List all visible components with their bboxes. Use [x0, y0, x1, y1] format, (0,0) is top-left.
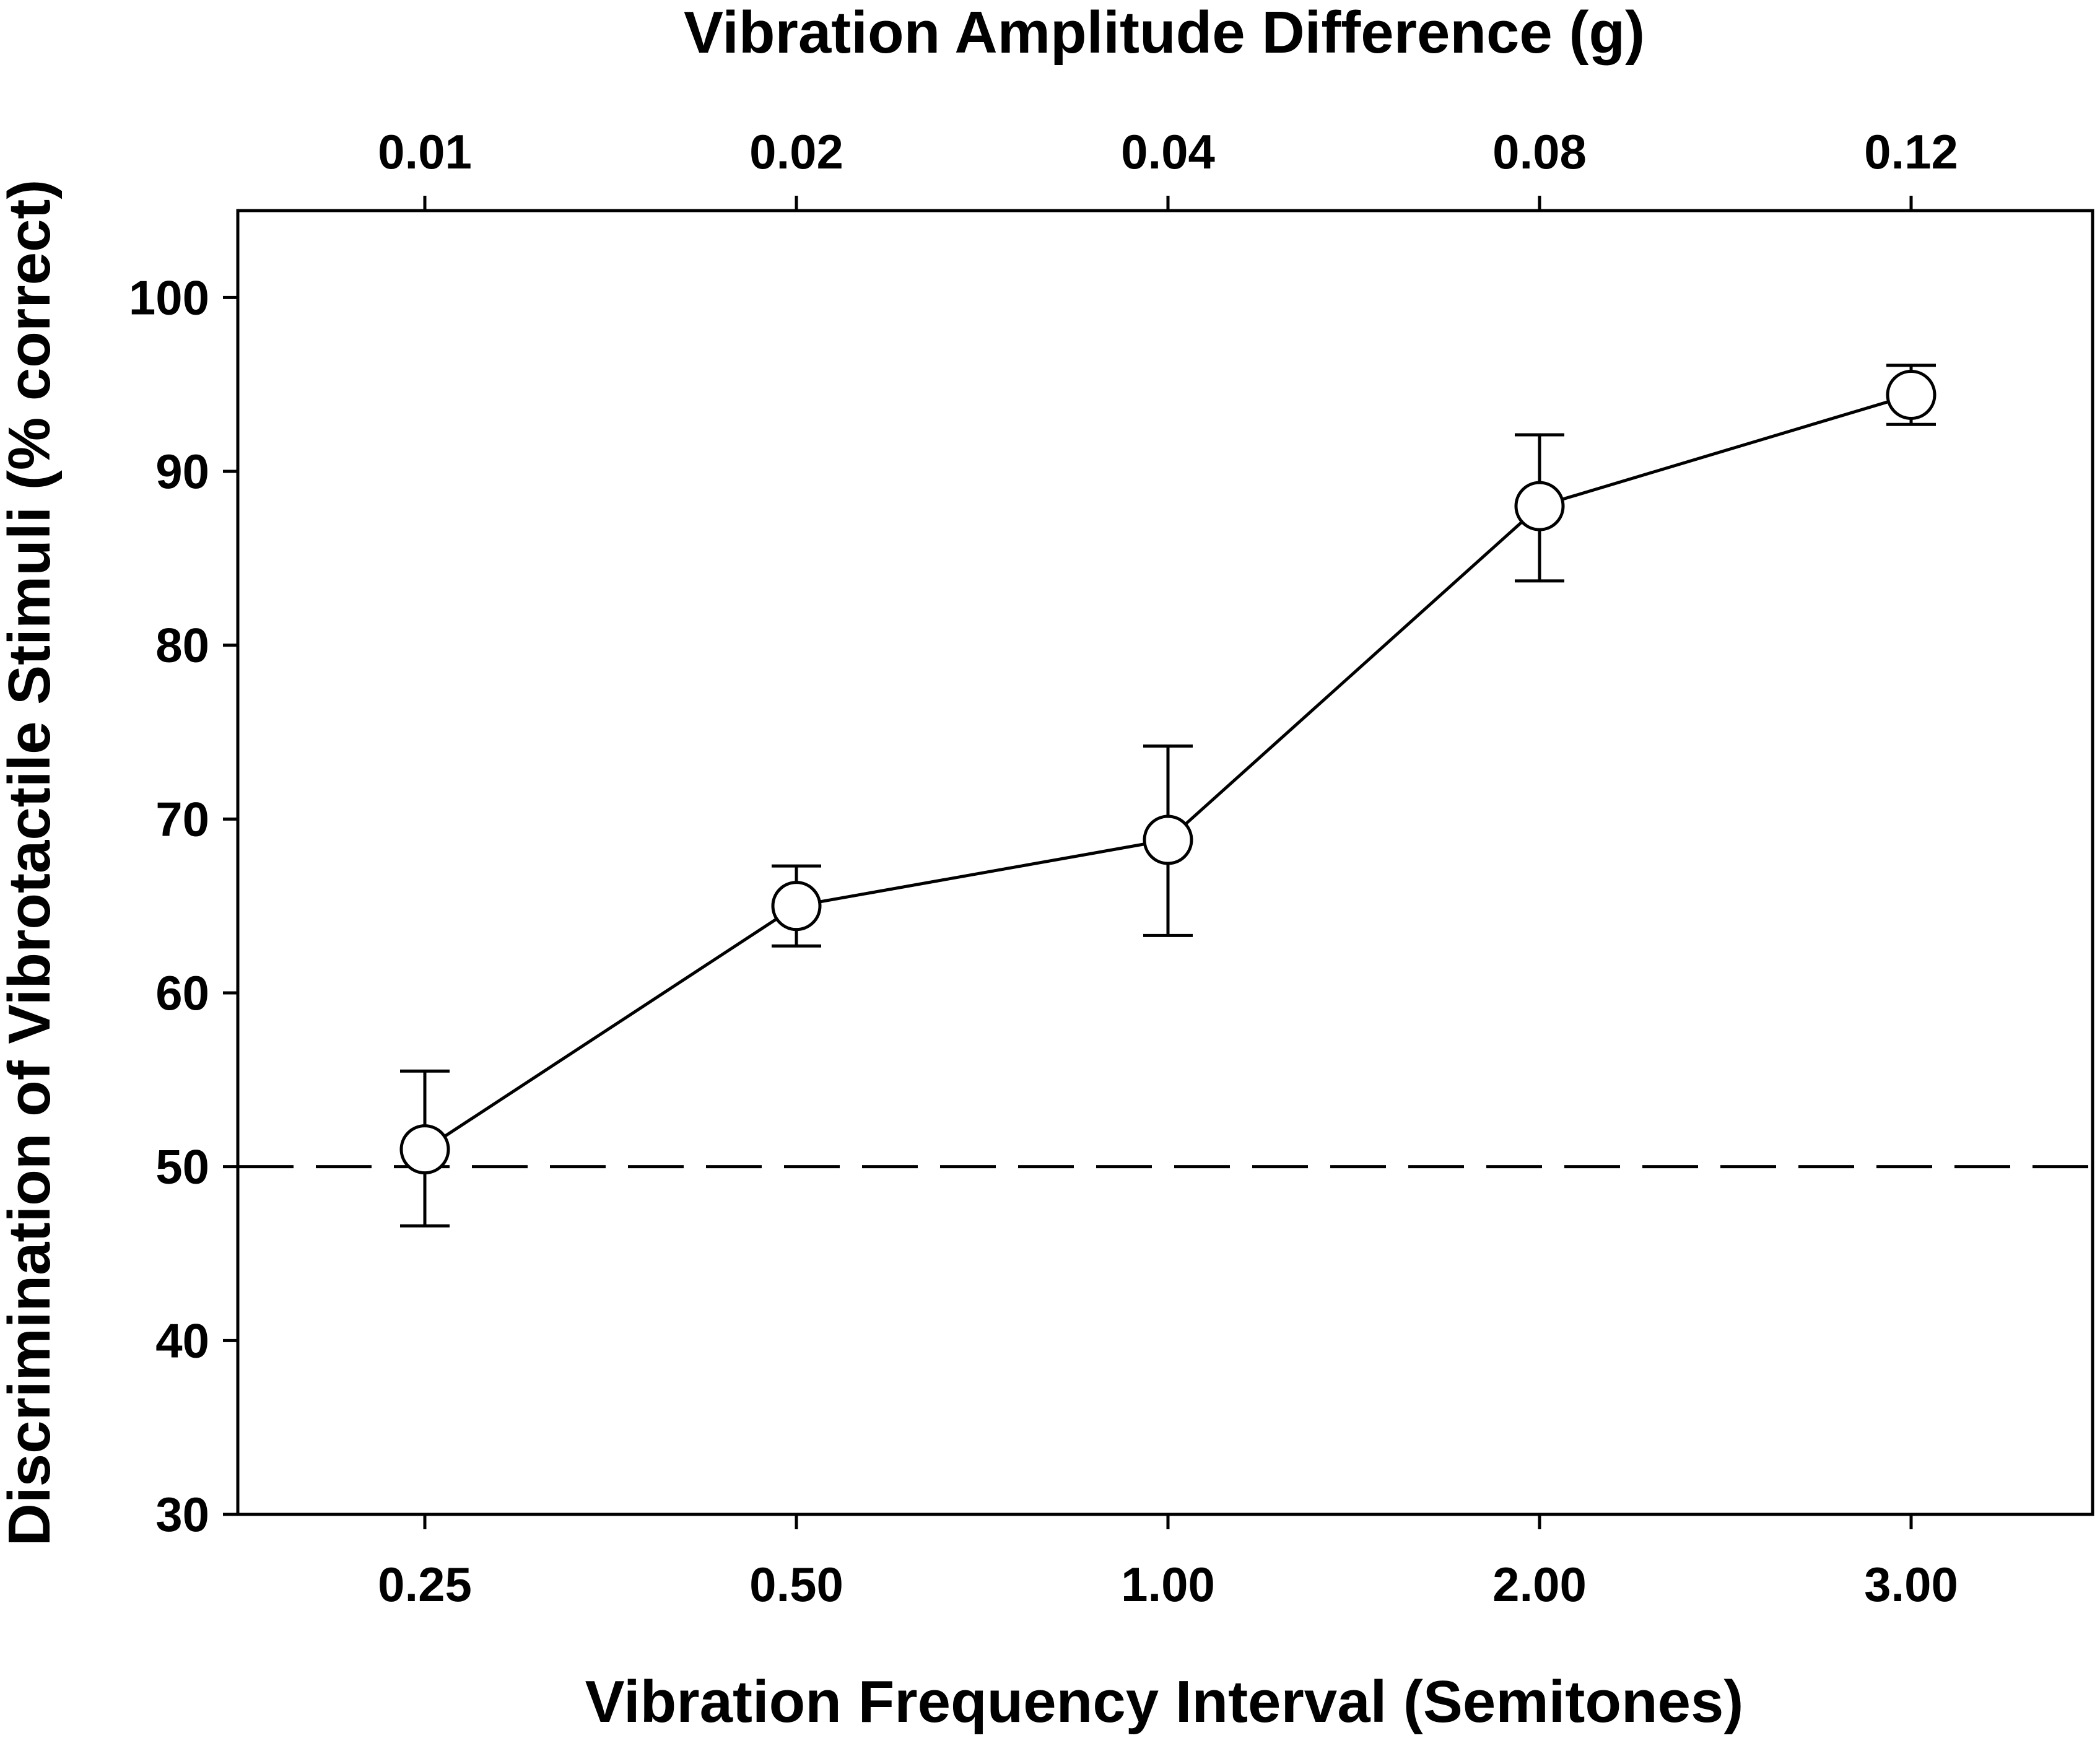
top-tick-label: 0.01	[378, 124, 472, 179]
y-tick-label: 60	[155, 966, 209, 1020]
y-tick-label: 30	[155, 1487, 209, 1542]
x-tick-label: 3.00	[1864, 1557, 1958, 1612]
top-tick-label: 0.04	[1121, 124, 1215, 179]
data-point	[1143, 814, 1193, 865]
top-tick-label: 0.08	[1492, 124, 1587, 179]
series-layer	[399, 364, 1937, 1228]
top-axis-title: Vibration Amplitude Difference (g)	[684, 0, 1645, 66]
y-axis-ticks: 30 40 50 60 70 80 90 100	[129, 270, 238, 1542]
top-tick-label: 0.02	[749, 124, 843, 179]
x-axis-ticks: 0.25 0.50 1.00 2.00 3.00	[378, 1514, 1958, 1612]
data-point	[771, 881, 822, 932]
plot-frame	[236, 209, 2094, 1516]
x-axis-title: Vibration Frequency Interval (Semitones)	[585, 1669, 1744, 1735]
top-tick-label: 0.12	[1864, 124, 1958, 179]
y-axis-title: Discrimination of Vibrotactile Stimuli (…	[0, 180, 63, 1547]
x-tick-label: 1.00	[1121, 1557, 1215, 1612]
top-axis-ticks: 0.01 0.02 0.04 0.08 0.12	[378, 124, 1958, 211]
y-tick-label: 50	[155, 1140, 209, 1194]
y-tick-label: 40	[155, 1313, 209, 1368]
data-point	[1514, 481, 1565, 531]
y-tick-label: 100	[129, 270, 209, 325]
data-point	[399, 1124, 450, 1175]
y-tick-label: 70	[155, 792, 209, 846]
data-point	[1886, 370, 1937, 421]
x-tick-label: 0.25	[378, 1557, 472, 1612]
x-tick-label: 0.50	[749, 1557, 843, 1612]
x-tick-label: 2.00	[1492, 1557, 1587, 1612]
y-tick-label: 90	[155, 444, 209, 499]
y-tick-label: 80	[155, 618, 209, 673]
